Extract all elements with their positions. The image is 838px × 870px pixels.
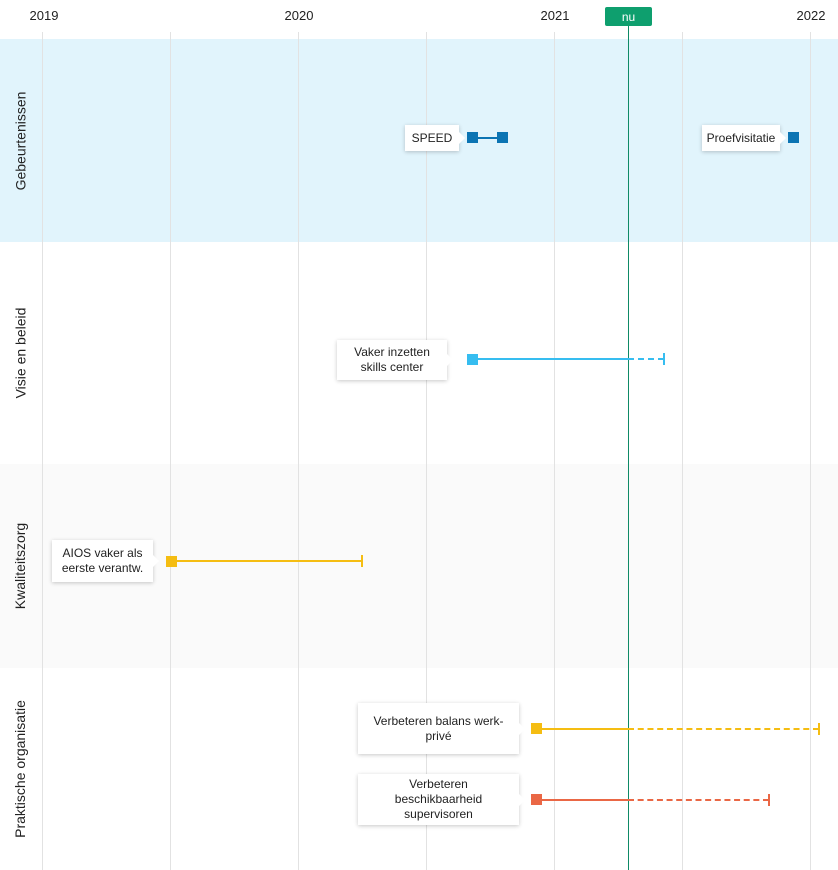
item-marker-balans-werk-prive[interactable] [531,723,542,734]
lane-label: Visie en beleid [12,307,28,399]
item-card-supervisoren[interactable]: Verbeteren beschikbaarheid supervisoren [358,774,525,825]
year-label-2021: 2021 [540,8,570,23]
year-label-2020: 2020 [284,8,314,23]
year-label-2019: 2019 [29,8,59,23]
gridline [426,32,427,870]
item-marker-skills-center[interactable] [467,354,478,365]
item-end-tick-aios [361,555,363,567]
item-card-skills-center[interactable]: Vaker inzetten skills center [337,340,453,380]
gridline [810,32,811,870]
lane-praktische-organisatie: Praktische organisatie [0,668,838,870]
item-bar-skills-center-planned [628,358,664,360]
item-end-tick-balans-werk-prive [818,723,820,735]
lane-label: Gebeurtenissen [12,91,28,190]
item-end-tick-skills-center [663,353,665,365]
gridline [42,32,43,870]
gridline [298,32,299,870]
item-bar-aios [171,560,363,562]
year-axis: 2019 2020 2021 2022 nu [0,0,838,32]
item-bar-skills-center [472,358,628,360]
item-card-speed[interactable]: SPEED [405,125,465,151]
item-bar-supervisoren-planned [628,799,769,801]
item-card-aios[interactable]: AIOS vaker als eerste verantw. [52,540,159,582]
year-label-2022: 2022 [796,8,826,23]
now-line [628,26,629,870]
item-bar-balans-werk-prive [537,728,628,730]
lane-label: Praktische organisatie [12,700,28,838]
gridline [682,32,683,870]
item-marker-proefvisitatie[interactable] [788,132,799,143]
item-end-tick-supervisoren [768,794,770,806]
gridline [170,32,171,870]
item-marker-aios[interactable] [166,556,177,567]
item-marker-speed-start[interactable] [467,132,478,143]
lane-label: Kwaliteitszorg [12,522,28,610]
item-bar-supervisoren [537,799,628,801]
item-marker-speed-end[interactable] [497,132,508,143]
now-badge: nu [605,7,652,26]
gridline [554,32,555,870]
item-card-proefvisitatie[interactable]: Proefvisitatie [702,125,786,151]
item-bar-balans-werk-prive-planned [628,728,819,730]
item-bar-speed [472,137,502,139]
item-marker-supervisoren[interactable] [531,794,542,805]
item-card-balans-werk-prive[interactable]: Verbeteren balans werk-privé [358,703,525,754]
